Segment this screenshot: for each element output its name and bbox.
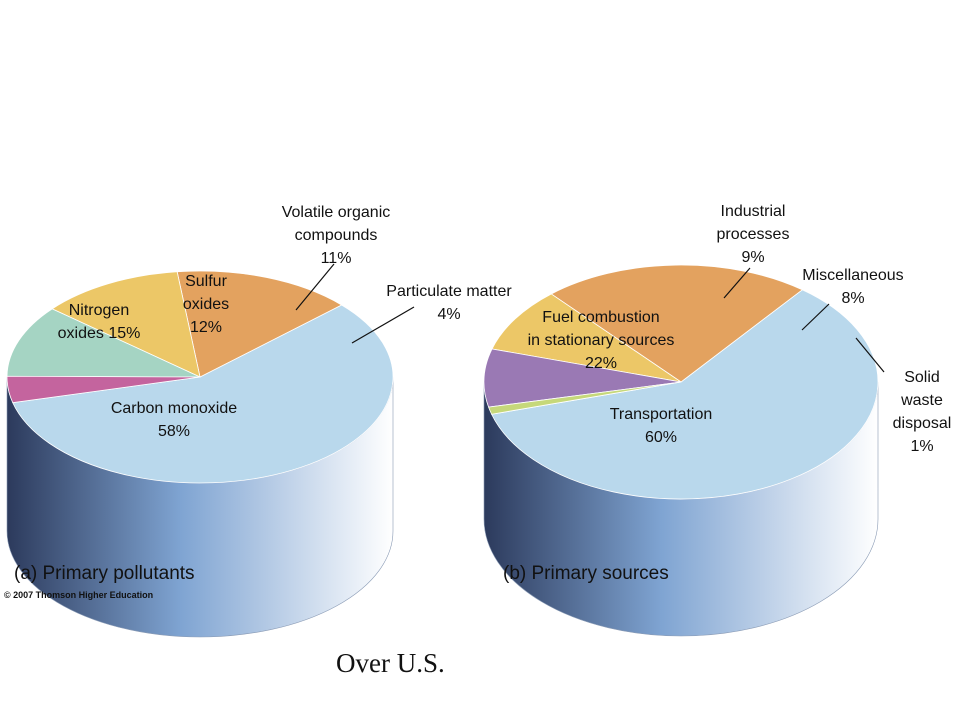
pie-chart-primary-sources: Transportation 60% Fuel combustion in stati…	[483, 203, 952, 637]
pie-chart-primary-pollutants: Carbon monoxide 58% Nitrogen oxides 15% Sulf…	[6, 204, 512, 638]
leader-line-miscellaneous	[801, 303, 830, 331]
slice-label-transportation: Transportation 60%	[610, 406, 713, 446]
slice-label-fuel-combustion: Fuel combustion in stationary sources 22%	[528, 309, 675, 372]
pie-slice-voc	[6, 308, 201, 378]
leader-line-voc	[295, 263, 335, 311]
footnote-over-us: Over U.S.	[336, 648, 445, 678]
slice-label-sulfur-oxides: Sulfur oxides 12%	[183, 273, 229, 336]
pie-slice-sulfur-oxides	[51, 271, 201, 378]
slice-label-voc: Volatile organic compounds 11%	[282, 204, 391, 267]
slice-label-nitrogen-oxides: Nitrogen oxides 15%	[58, 302, 141, 342]
leader-line-particulate	[351, 306, 415, 344]
pie-slice-industrial	[491, 293, 682, 383]
slice-label-carbon-monoxide: Carbon monoxide 58%	[111, 400, 237, 440]
leader-line-solid-waste	[855, 337, 885, 373]
pie-slice-fuel-combustion	[550, 264, 804, 383]
caption-primary-sources: (b) Primary sources	[503, 563, 669, 584]
slice-label-solid-waste: Solid waste disposal 1%	[893, 369, 952, 455]
pie-slice-nitrogen-oxides	[176, 270, 343, 378]
slice-label-particulate: Particulate matter 4%	[386, 283, 512, 323]
pie-slice-miscellaneous	[483, 348, 682, 408]
caption-primary-pollutants: (a) Primary pollutants	[14, 563, 195, 584]
leader-line-industrial	[723, 267, 751, 299]
slice-label-industrial: Industrial processes 9%	[717, 203, 790, 266]
copyright-notice: © 2007 Thomson Higher Education	[4, 590, 153, 600]
pie-slice-carbon-monoxide	[12, 304, 394, 484]
slice-label-miscellaneous: Miscellaneous 8%	[802, 267, 903, 307]
pie-slice-particulate	[6, 375, 201, 404]
pie-slice-transportation	[491, 289, 879, 500]
pie-slice-solid-waste	[488, 381, 682, 415]
